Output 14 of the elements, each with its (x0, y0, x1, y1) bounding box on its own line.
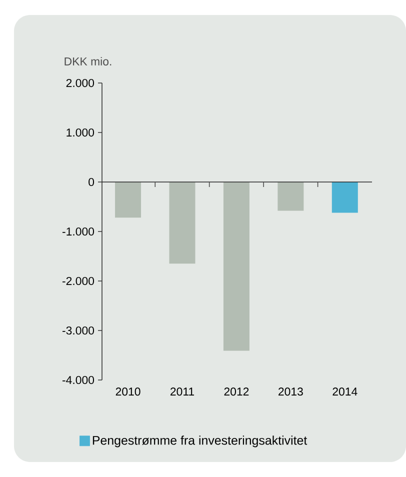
x-tick-label: 2010 (116, 388, 140, 396)
y-tick-label: -4.000 (62, 376, 94, 384)
y-tick-label: 0 (88, 178, 94, 186)
x-tick-label: 2014 (332, 388, 358, 396)
y-tick-label: 1.000 (66, 128, 94, 137)
x-tick-label: 2012 (224, 388, 249, 396)
legend-label: Pengestrømme fra investeringsaktivitet (92, 436, 308, 448)
x-tick-label: 2013 (278, 388, 303, 396)
y-axis-title: DKK mio. (64, 57, 112, 66)
y-tick-label: -1.000 (62, 227, 94, 236)
y-tick-label: -3.000 (62, 326, 94, 335)
y-tick-label: 2.000 (66, 78, 94, 88)
y-tick-label: -2.000 (62, 276, 94, 286)
x-tick-label: 2011 (170, 388, 194, 396)
